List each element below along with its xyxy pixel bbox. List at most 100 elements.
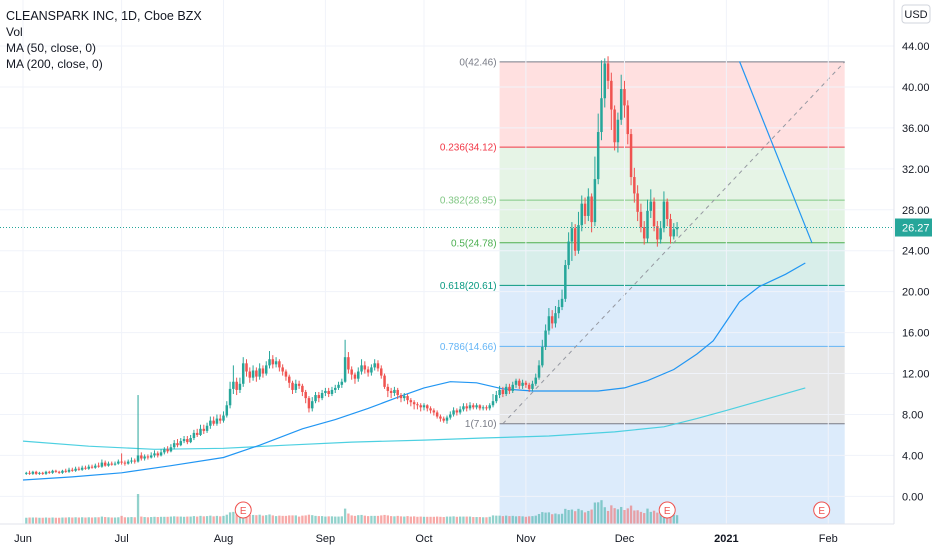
volume-bar (163, 516, 166, 524)
volume-bar (327, 516, 330, 524)
candle-body (419, 405, 422, 408)
candle (163, 447, 166, 455)
volume-bar (232, 511, 235, 524)
candle-body (524, 382, 528, 385)
candle-body (616, 119, 620, 143)
volume-bar (583, 512, 587, 524)
candle (518, 378, 521, 389)
candle (577, 211, 580, 254)
earnings-marker-label: E (240, 506, 247, 517)
candle-body (580, 203, 584, 226)
volume-bar (646, 508, 649, 524)
y-tick-label: 16.00 (902, 328, 930, 340)
candle (199, 424, 202, 436)
volume-bar (130, 517, 133, 524)
candle-body (373, 363, 376, 368)
earnings-marker[interactable]: E (813, 501, 831, 519)
candle (406, 394, 409, 405)
symbol-title[interactable]: CLEANSPARK INC, 1D, Cboe BZX (6, 9, 202, 23)
volume-bar (380, 515, 383, 524)
volume-bar (159, 516, 163, 524)
candle (241, 357, 245, 387)
candle-body (672, 229, 676, 237)
legend-volume[interactable]: Vol (6, 25, 23, 39)
candle (642, 221, 646, 245)
volume-bar (485, 517, 488, 524)
volume-bar (386, 515, 389, 524)
candle (153, 450, 156, 458)
candle (25, 471, 28, 475)
y-tick-label: 12.00 (902, 369, 930, 381)
candle (373, 359, 376, 371)
candle-body (251, 370, 255, 378)
volume-bar (274, 516, 278, 524)
candle-body (268, 359, 271, 366)
candle-body (544, 330, 547, 347)
candle-body (77, 468, 81, 470)
volume-bar (360, 514, 363, 524)
candle (557, 299, 560, 319)
candle (633, 167, 636, 203)
candle-body (320, 393, 324, 399)
legend-ma50[interactable]: MA (50, close, 0) (6, 41, 97, 55)
candlesticks[interactable] (25, 56, 679, 475)
candle (629, 128, 633, 186)
y-tick-label: 36.00 (902, 123, 930, 135)
candle (123, 460, 127, 466)
volume-bar (173, 516, 176, 524)
candle (564, 259, 567, 302)
volume-bar (544, 512, 547, 524)
candle-body (633, 177, 636, 194)
candle (393, 386, 396, 397)
candle-body (393, 389, 396, 393)
volume-bar (304, 515, 307, 524)
candle (587, 188, 590, 222)
candle (481, 405, 485, 411)
volume-bar (337, 516, 340, 524)
y-tick-label: 44.00 (902, 41, 930, 53)
candle (215, 414, 219, 426)
candle (172, 440, 176, 450)
volume-bar (472, 517, 475, 524)
volume-bar (251, 514, 255, 524)
candle-body (130, 460, 133, 462)
candle-body (241, 363, 245, 384)
volume-bar (442, 517, 445, 524)
candle (452, 407, 455, 417)
candle-body (327, 390, 330, 395)
candle-body (281, 367, 284, 372)
candle (202, 424, 206, 434)
candle-body (376, 363, 380, 369)
volume-bar (551, 514, 554, 524)
candle (596, 113, 600, 185)
candle (117, 459, 120, 465)
volume-bar (505, 515, 508, 524)
earnings-marker[interactable]: E (658, 501, 676, 519)
candle (544, 324, 547, 351)
candle (383, 373, 386, 389)
candle (294, 379, 298, 393)
legend-ma200[interactable]: MA (200, close, 0) (6, 57, 103, 71)
volume-bar (64, 517, 67, 524)
volume-bar (587, 510, 590, 524)
volume-bar (396, 515, 399, 524)
candle-body (28, 472, 31, 474)
earnings-marker[interactable]: E (234, 501, 252, 519)
candle-body (202, 428, 206, 431)
volume-bar (399, 516, 403, 524)
candle-body (215, 418, 219, 424)
drawings[interactable] (0, 61, 894, 243)
fib-trend-line (502, 61, 846, 425)
volume-bar (636, 510, 639, 524)
volume-bar (429, 516, 432, 524)
candle (297, 380, 301, 389)
candle (136, 395, 140, 463)
candle (31, 470, 35, 475)
candle (301, 383, 304, 397)
fibonacci-retracement[interactable]: 0(42.46) 0.236(34.12) 0.382(28.95) 0.5(24.7… (440, 57, 846, 524)
volume-bar (403, 516, 406, 524)
candle (34, 470, 38, 475)
candle (268, 351, 271, 369)
